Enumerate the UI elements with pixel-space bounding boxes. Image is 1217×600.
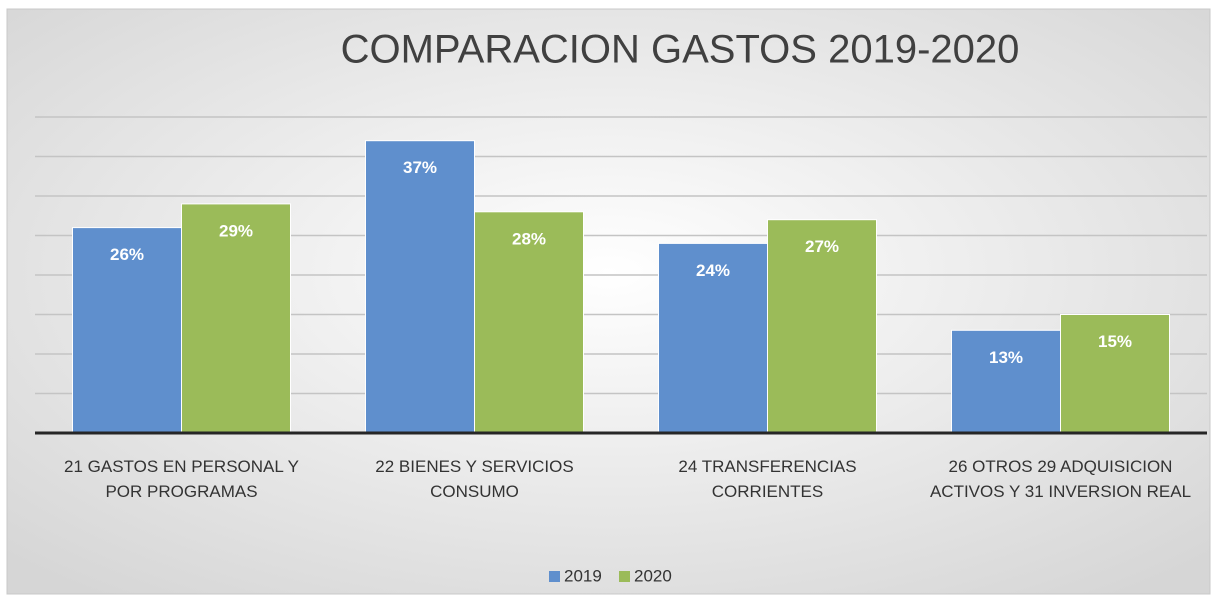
data-label: 37%: [403, 158, 437, 177]
data-label: 29%: [219, 221, 253, 240]
data-label: 24%: [696, 261, 730, 280]
bar: [1060, 314, 1170, 434]
x-tick-label: 21 GASTOS EN PERSONAL Y POR PROGRAMAS: [64, 457, 299, 501]
data-label: 28%: [512, 229, 546, 248]
legend-swatch: [619, 571, 630, 582]
data-label: 13%: [989, 348, 1023, 367]
bar: [767, 219, 877, 434]
data-label: 15%: [1098, 332, 1132, 351]
legend-label: 2019: [564, 566, 602, 585]
x-tick-label: 24 TRANSFERENCIAS CORRIENTES: [678, 457, 857, 501]
bar: [951, 329, 1061, 434]
legend-swatch: [549, 571, 560, 582]
bar: [365, 140, 475, 434]
data-label: 26%: [110, 245, 144, 264]
x-tick-label: 22 BIENES Y SERVICIOS CONSUMO: [375, 457, 574, 501]
data-label: 27%: [805, 237, 839, 256]
legend-label: 2020: [634, 566, 672, 585]
x-tick-label: 26 OTROS 29 ADQUISICION ACTIVOS Y 31 INV…: [929, 457, 1192, 501]
chart-title: COMPARACION GASTOS 2019-2020: [341, 28, 1020, 72]
